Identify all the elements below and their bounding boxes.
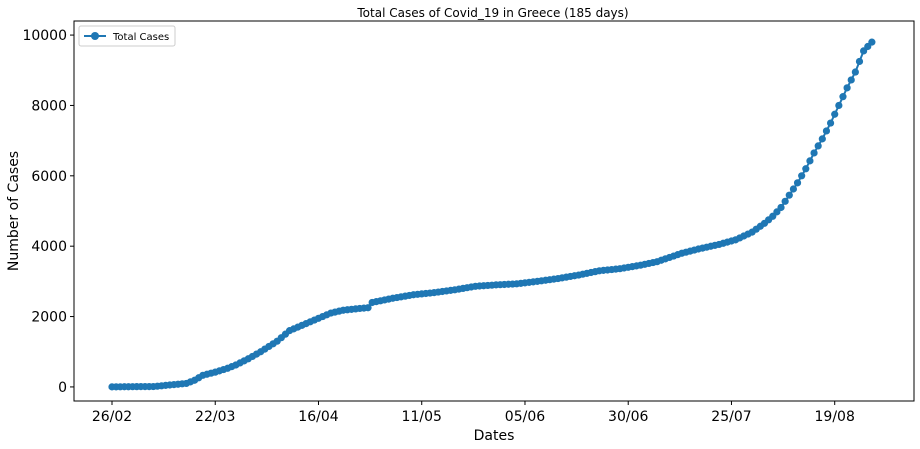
data-point <box>831 110 839 118</box>
data-point <box>814 142 822 150</box>
plot-frame <box>73 20 915 402</box>
data-point <box>822 127 831 135</box>
y-axis-label: Number of Cases <box>6 151 22 271</box>
data-point <box>855 57 864 66</box>
y-tick-label: 10000 <box>22 28 67 44</box>
y-tick-label: 8000 <box>31 98 67 114</box>
x-tick-label: 19/08 <box>815 409 855 425</box>
legend: Total Cases <box>78 25 176 47</box>
data-point <box>810 149 818 157</box>
x-tick-label: 26/02 <box>92 409 132 425</box>
chart-title: Total Cases of Covid_19 in Greece (185 d… <box>356 6 628 20</box>
series-line-total-cases <box>111 41 873 388</box>
data-point <box>806 157 814 165</box>
x-tick-label: 25/07 <box>711 409 751 425</box>
data-point <box>364 304 372 312</box>
y-tick-label: 4000 <box>31 239 67 255</box>
x-tick-label: 11/05 <box>402 409 442 425</box>
data-point <box>843 84 851 92</box>
data-point <box>826 119 835 127</box>
data-point <box>785 191 793 199</box>
data-point <box>839 93 847 101</box>
data-point <box>789 185 798 193</box>
data-point <box>798 172 806 180</box>
legend-entry-total-cases: Total Cases <box>112 32 169 43</box>
x-tick-label: 16/04 <box>298 409 338 425</box>
data-point <box>847 76 855 84</box>
data-point <box>868 38 876 46</box>
y-tick-label: 6000 <box>31 169 67 185</box>
x-tick-label: 05/06 <box>505 409 545 425</box>
data-point <box>851 68 859 76</box>
x-tick-label: 22/03 <box>195 409 235 425</box>
series-total-cases <box>108 38 876 391</box>
y-tick-label: 0 <box>58 380 67 396</box>
y-axis: 0 2000 4000 6000 8000 10000 <box>22 28 74 396</box>
x-axis: 26/02 22/03 16/04 11/05 05/06 30/06 25/07 19/08 <box>92 401 855 425</box>
y-tick-label: 2000 <box>31 310 67 326</box>
data-point <box>781 197 789 205</box>
data-point <box>793 179 802 187</box>
legend-marker-swatch <box>91 32 99 40</box>
x-axis-label: Dates <box>474 428 515 444</box>
data-point <box>835 101 843 110</box>
legend-box <box>78 25 176 47</box>
data-point <box>777 203 785 212</box>
x-tick-label: 30/06 <box>608 409 648 425</box>
data-point <box>818 135 826 143</box>
data-point <box>802 165 810 173</box>
